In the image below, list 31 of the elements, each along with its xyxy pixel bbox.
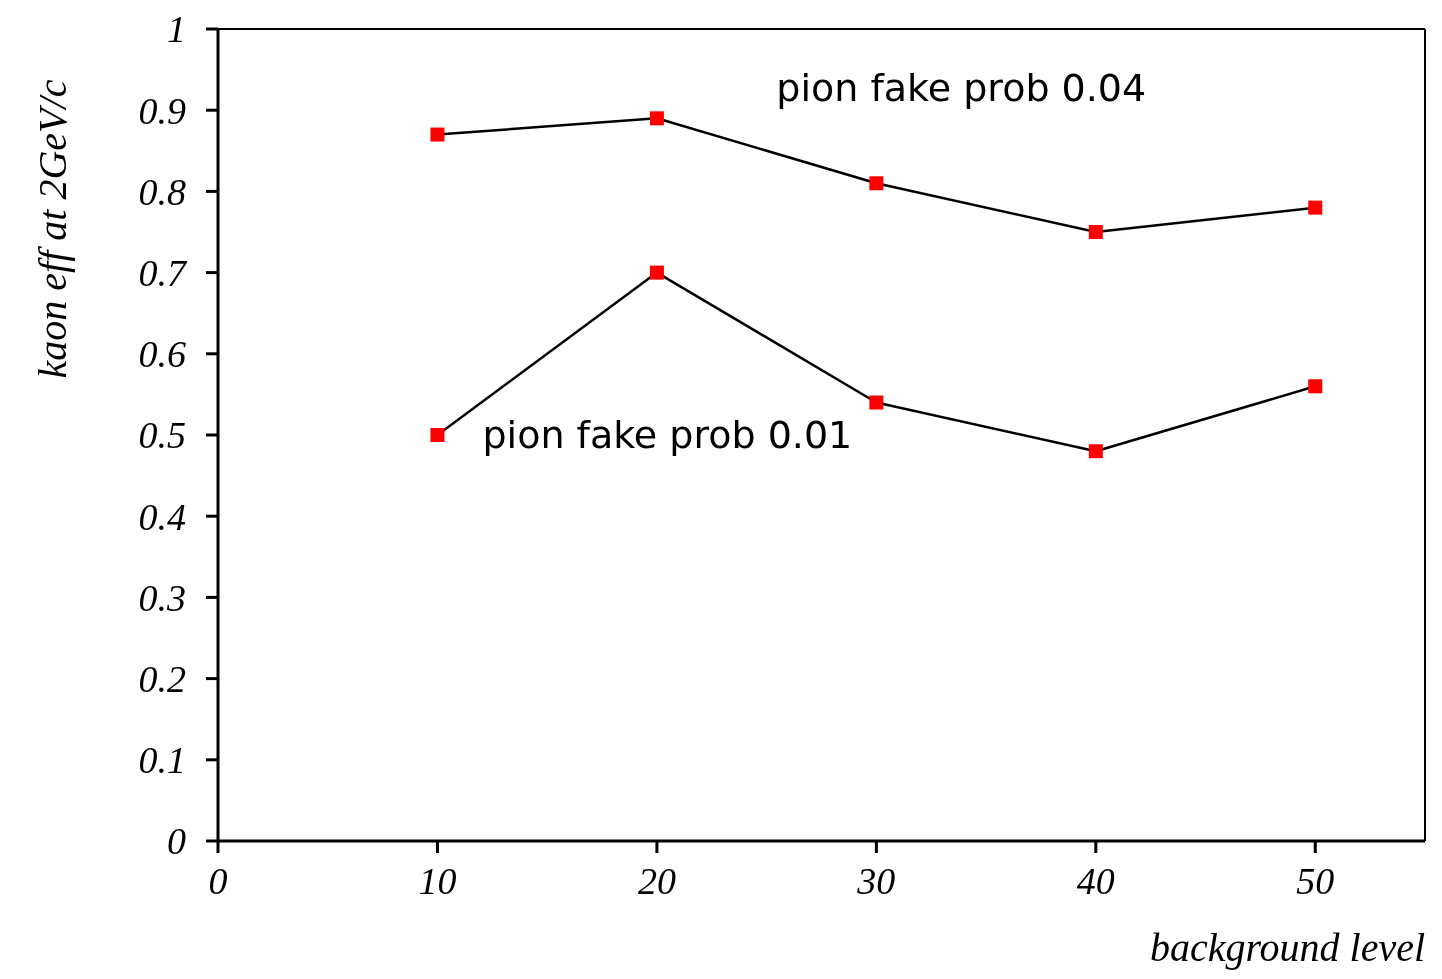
point <box>1308 200 1323 215</box>
point <box>1308 379 1323 394</box>
y-tick-label: 0 <box>167 820 186 863</box>
series-label: pion fake prob 0.01 <box>482 413 853 457</box>
x-axis-title: background level <box>1149 925 1425 970</box>
point <box>1088 444 1103 459</box>
y-tick-label: 1 <box>167 8 186 51</box>
y-tick-label: 0.5 <box>138 414 186 457</box>
series-label: pion fake prob 0.04 <box>776 66 1147 111</box>
x-tick-label: 50 <box>1296 859 1335 902</box>
y-tick-label: 0.2 <box>138 658 186 701</box>
point <box>869 395 884 410</box>
point <box>649 111 664 126</box>
x-tick-label: 40 <box>1076 859 1115 902</box>
y-axis-title: kaon eff at 2GeV/c <box>30 79 76 379</box>
y-tick-label: 0.6 <box>138 333 186 376</box>
point <box>430 428 445 442</box>
x-tick-label: 0 <box>208 859 228 902</box>
point <box>1088 225 1103 239</box>
y-tick-label: 0.3 <box>138 576 186 619</box>
x-tick-label: 20 <box>637 859 676 902</box>
point <box>649 265 664 280</box>
y-tick-label: 0.7 <box>138 252 188 295</box>
y-tick-label: 0.1 <box>138 739 186 782</box>
y-tick-label: 0.8 <box>138 170 186 213</box>
y-tick-label: 0.9 <box>138 89 186 132</box>
x-tick-label: 10 <box>418 859 457 902</box>
point <box>869 176 884 191</box>
point <box>430 127 445 142</box>
x-tick-label: 30 <box>856 859 896 902</box>
y-tick-label: 0.4 <box>138 495 186 538</box>
